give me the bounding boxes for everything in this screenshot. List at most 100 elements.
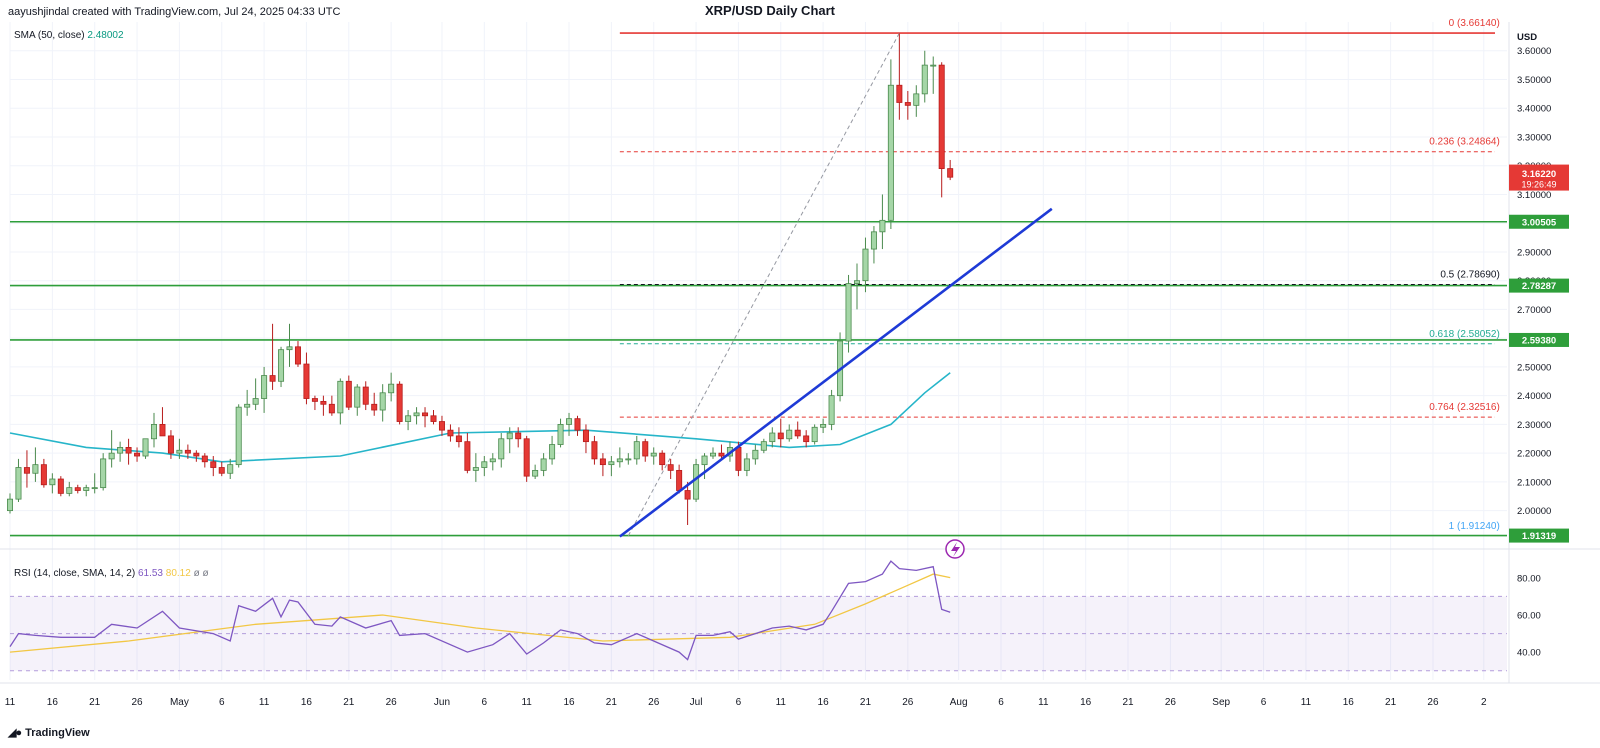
- candle-body: [625, 458, 632, 461]
- candle-body: [574, 418, 581, 431]
- level-tag: [1509, 332, 1569, 347]
- candle-body: [40, 464, 47, 486]
- candle-body: [566, 418, 573, 425]
- candle: [862, 237, 869, 293]
- x-tick-label: 6: [219, 697, 225, 708]
- candle: [57, 476, 64, 497]
- candle: [498, 433, 505, 468]
- tradingview-brand[interactable]: ◢● TradingView: [8, 726, 90, 740]
- candle: [320, 395, 327, 416]
- candle: [455, 427, 462, 448]
- rsi-tick-label: 80.00: [1517, 573, 1541, 584]
- x-tick-label: 21: [343, 697, 355, 708]
- candle-body: [650, 452, 657, 457]
- candle: [659, 450, 666, 471]
- candle-body: [100, 458, 107, 489]
- candle-body: [396, 383, 403, 422]
- candle: [91, 473, 98, 494]
- candle: [294, 341, 301, 367]
- candle-body: [74, 487, 81, 491]
- rsi-line: [9, 560, 951, 661]
- candle: [574, 415, 581, 436]
- fib-retracement: 0 (3.66140) 0.236 (3.24864) 0.5 (2.78690) 0…: [619, 18, 1500, 537]
- candle-body: [769, 432, 776, 443]
- candle-body: [752, 449, 759, 460]
- chart-credit: aayushjindal created with TradingView.co…: [8, 6, 341, 18]
- x-tick-label: 2: [1481, 697, 1487, 708]
- candle: [311, 395, 318, 411]
- candle-body: [261, 375, 268, 399]
- candle: [854, 263, 861, 310]
- candle-body: [794, 429, 801, 437]
- candle-body: [142, 438, 149, 457]
- candle-body: [532, 469, 539, 477]
- candle-body: [193, 452, 200, 457]
- candle-body: [413, 412, 420, 417]
- candle: [599, 453, 606, 477]
- candle: [159, 407, 166, 437]
- candle: [489, 453, 496, 471]
- candle: [134, 447, 141, 462]
- candle: [193, 450, 200, 462]
- x-tick-label: 11: [5, 697, 16, 708]
- candle-body: [464, 441, 471, 471]
- candle-body: [921, 64, 928, 95]
- candle-body: [616, 458, 623, 463]
- x-tick-label: 26: [131, 697, 143, 708]
- price-tick-label: 2.90000: [1517, 247, 1551, 258]
- x-tick-label: 21: [606, 697, 618, 708]
- candle: [633, 435, 640, 465]
- candle: [252, 378, 259, 411]
- candle-body: [845, 283, 852, 342]
- candle-body: [854, 280, 861, 284]
- candle-body: [201, 455, 208, 463]
- candle: [142, 438, 149, 459]
- candle-body: [176, 449, 183, 454]
- candle: [540, 453, 547, 477]
- candle: [701, 453, 708, 480]
- rsi-sma-line: [9, 573, 951, 653]
- candle: [447, 424, 454, 442]
- candle-body: [337, 380, 344, 414]
- candle: [532, 464, 539, 480]
- candle-body: [777, 432, 784, 440]
- x-tick-label: 6: [736, 697, 742, 708]
- candle-body: [786, 429, 793, 440]
- candle-body: [633, 441, 640, 460]
- price-tick-label: 3.40000: [1517, 104, 1551, 115]
- x-tick-label: 26: [648, 697, 660, 708]
- rsi-legend-label: RSI (14, close, SMA, 14, 2): [14, 568, 136, 579]
- candle: [371, 392, 378, 416]
- x-tick-label: 21: [860, 697, 872, 708]
- axes: 2.00000 2.10000 2.20000 2.30000 2.40000 2.500…: [0, 22, 1600, 684]
- event-marker[interactable]: [945, 539, 965, 559]
- candle: [210, 456, 217, 477]
- candle: [820, 418, 827, 434]
- candle-body: [269, 375, 276, 382]
- x-tick-label: 16: [1343, 697, 1355, 708]
- candle-body: [159, 424, 166, 437]
- candle-body: [438, 421, 445, 431]
- candle: [15, 458, 22, 503]
- candle: [184, 444, 191, 459]
- x-tick-label: 16: [563, 697, 575, 708]
- candle-body: [405, 415, 412, 422]
- x-tick-label: Sep: [1212, 697, 1230, 708]
- price-tick-label: 2.00000: [1517, 506, 1551, 517]
- candle: [345, 375, 352, 411]
- candle-body: [422, 412, 429, 417]
- rsi-tick-label: 40.00: [1517, 648, 1541, 659]
- candle: [66, 481, 73, 497]
- candle: [642, 438, 649, 462]
- candle: [566, 412, 573, 436]
- candle-body: [710, 452, 717, 457]
- candle-body: [388, 383, 395, 394]
- candle: [464, 433, 471, 474]
- candle: [896, 33, 903, 120]
- candle-body: [684, 490, 691, 500]
- level-tag-label: 2.78287: [1522, 281, 1556, 292]
- fib-label: 0.5 (2.78690): [1440, 269, 1500, 280]
- candle: [117, 441, 124, 462]
- rsi-tick-label: 60.00: [1517, 611, 1541, 622]
